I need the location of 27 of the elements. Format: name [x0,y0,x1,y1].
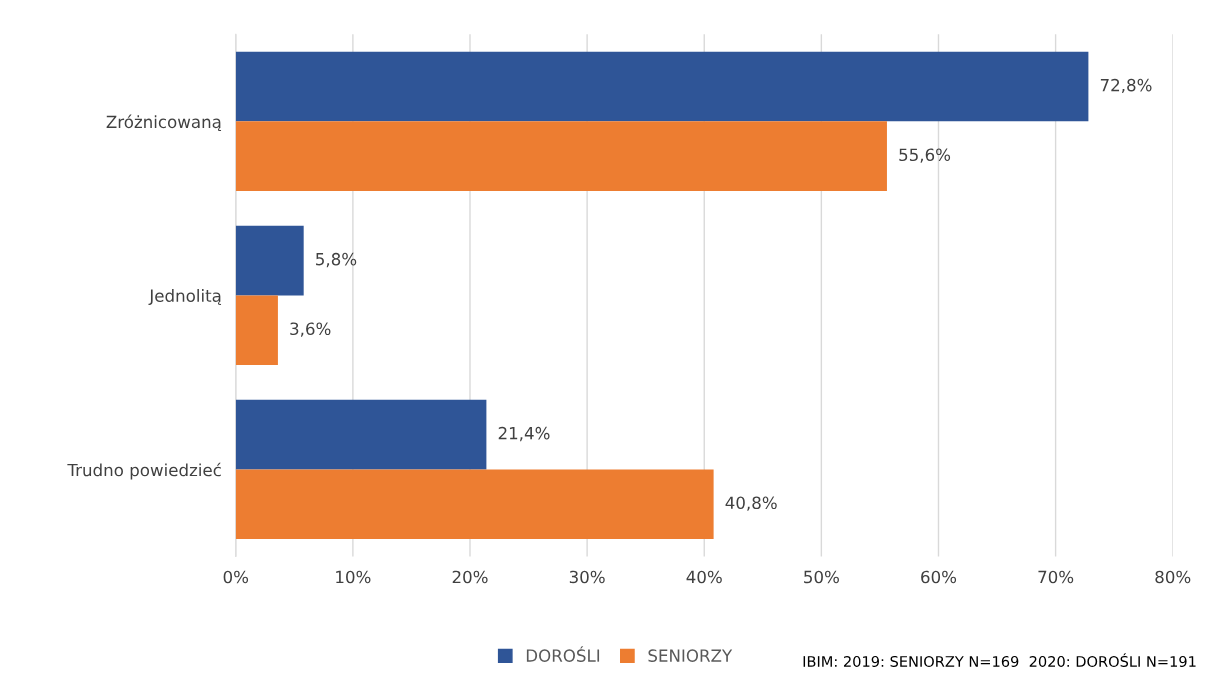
bar [235,51,1089,122]
data-label: 5,8% [316,252,357,268]
legend-label: SENIORZY [648,649,733,662]
data-label: 21,4% [498,426,550,442]
text: IBIM: 2019: SENIORZY N=169 2020: DOROŚLI N=191 [803,653,1196,667]
x-tick-label: 0% [223,570,249,584]
x-tick-label: 80% [1155,570,1191,584]
data-label: 72,8% [1100,78,1152,94]
bar [235,121,887,191]
y-tick-label: Trudno powiedzieć [67,462,221,480]
data-label: 40,8% [725,496,777,511]
data-label: 3,6% [290,322,331,337]
y-tick-label: Zróżnicowaną [106,114,222,132]
legend-label: DOROŚLI [526,646,600,662]
x-tick-label: 70% [1038,570,1074,584]
x-tick-label: 50% [804,570,839,584]
x-tick-label: 20% [452,570,488,584]
bar [235,225,304,296]
data-label: 55,6% [899,148,951,163]
bar [235,295,278,366]
bar [235,469,714,540]
x-tick-label: 10% [336,570,371,584]
x-tick-label: 30% [569,570,605,584]
x-tick-label: 40% [686,570,722,584]
y-tick-label: Jednolitą [148,289,222,306]
bar [235,399,487,470]
x-tick-label: 60% [921,570,957,584]
